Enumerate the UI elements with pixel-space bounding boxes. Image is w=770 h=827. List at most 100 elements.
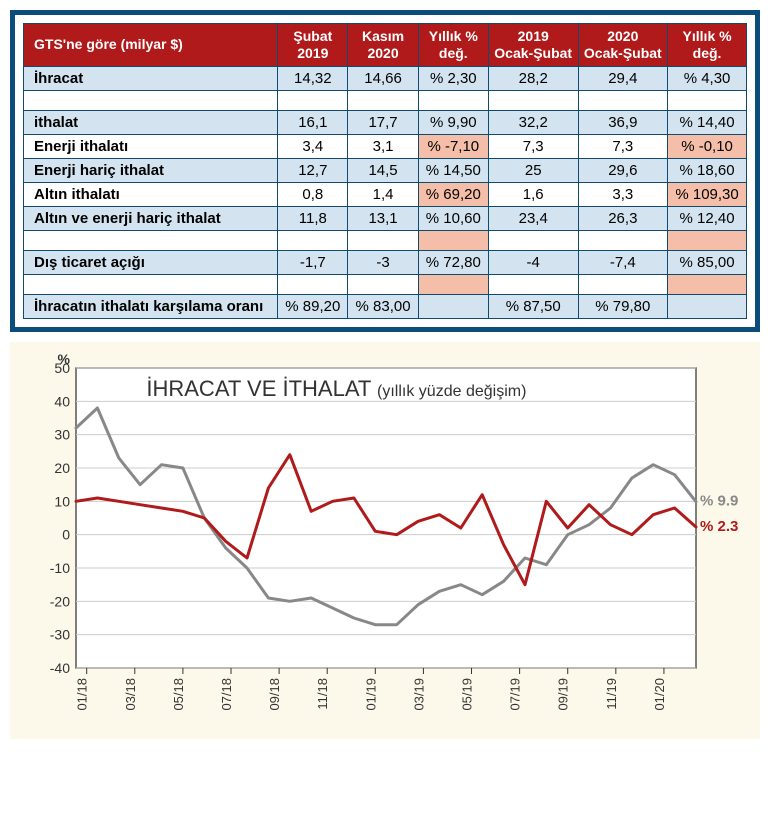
table-cell: -3 — [348, 250, 418, 274]
table-row: Altın ve enerji hariç ithalat11,813,1% 1… — [24, 206, 747, 230]
table-cell — [488, 230, 578, 250]
table-row: Dış ticaret açığı-1,7-3% 72,80-4-7,4% 85… — [24, 250, 747, 274]
table-cell: % 2,30 — [418, 66, 488, 90]
table-cell: % 69,20 — [418, 182, 488, 206]
table-cell — [278, 274, 348, 294]
table-cell: 0,8 — [278, 182, 348, 206]
table-cell: 13,1 — [348, 206, 418, 230]
column-header-1: Şubat2019 — [278, 24, 348, 67]
table-cell: 7,3 — [578, 134, 668, 158]
table-cell — [278, 90, 348, 110]
table-row — [24, 274, 747, 294]
table-cell — [418, 230, 488, 250]
table-cell — [668, 294, 747, 318]
trade-table-container: GTS'ne göre (milyar $)Şubat2019Kasım2020… — [10, 10, 760, 332]
svg-text:01/19: 01/19 — [363, 678, 378, 711]
table-cell: 12,7 — [278, 158, 348, 182]
table-row: ithalat16,117,7% 9,9032,236,9% 14,40 — [24, 110, 747, 134]
table-cell: 1,4 — [348, 182, 418, 206]
svg-text:09/18: 09/18 — [267, 678, 282, 711]
column-header-0: GTS'ne göre (milyar $) — [24, 24, 278, 67]
table-cell: % 18,60 — [668, 158, 747, 182]
table-cell: 3,3 — [578, 182, 668, 206]
table-cell: % 14,50 — [418, 158, 488, 182]
table-cell: 14,66 — [348, 66, 418, 90]
table-cell — [668, 274, 747, 294]
table-cell: 32,2 — [488, 110, 578, 134]
table-cell: -1,7 — [278, 250, 348, 274]
column-header-3: Yıllık %değ. — [418, 24, 488, 67]
table-cell: % 79,80 — [578, 294, 668, 318]
table-cell: % 72,80 — [418, 250, 488, 274]
svg-text:11/18: 11/18 — [315, 678, 330, 710]
svg-text:05/19: 05/19 — [460, 678, 475, 711]
table-row: Enerji ithalatı3,43,1% -7,107,37,3% -0,1… — [24, 134, 747, 158]
table-cell: Altın ve enerji hariç ithalat — [24, 206, 278, 230]
table-cell: % 4,30 — [668, 66, 747, 90]
trade-table: GTS'ne göre (milyar $)Şubat2019Kasım2020… — [23, 23, 747, 319]
chart-container: -40-30-20-1001020304050%01/1803/1805/180… — [10, 342, 760, 739]
table-cell: -4 — [488, 250, 578, 274]
svg-text:20: 20 — [54, 460, 70, 476]
table-cell — [418, 294, 488, 318]
table-cell: İhracat — [24, 66, 278, 90]
table-cell: 29,6 — [578, 158, 668, 182]
table-cell: % 10,60 — [418, 206, 488, 230]
table-cell — [668, 230, 747, 250]
table-body: İhracat14,3214,66% 2,3028,229,4% 4,30 ith… — [24, 66, 747, 318]
table-row — [24, 90, 747, 110]
table-cell: % 85,00 — [668, 250, 747, 274]
svg-text:03/18: 03/18 — [123, 678, 138, 711]
table-cell: -7,4 — [578, 250, 668, 274]
table-cell: 11,8 — [278, 206, 348, 230]
svg-text:10: 10 — [54, 493, 70, 509]
svg-text:% 2.3: % 2.3 — [700, 518, 738, 535]
table-cell: % 109,30 — [668, 182, 747, 206]
table-cell: % 83,00 — [348, 294, 418, 318]
table-cell: 28,2 — [488, 66, 578, 90]
table-row: İhracat14,3214,66% 2,3028,229,4% 4,30 — [24, 66, 747, 90]
table-cell — [488, 90, 578, 110]
svg-text:40: 40 — [54, 393, 70, 409]
table-cell — [578, 230, 668, 250]
table-cell — [24, 230, 278, 250]
table-cell — [348, 274, 418, 294]
svg-text:11/19: 11/19 — [604, 678, 619, 710]
table-cell: 14,5 — [348, 158, 418, 182]
table-cell: 7,3 — [488, 134, 578, 158]
table-cell — [418, 274, 488, 294]
table-cell: Enerji hariç ithalat — [24, 158, 278, 182]
table-cell: 3,1 — [348, 134, 418, 158]
table-cell: 36,9 — [578, 110, 668, 134]
table-cell — [348, 230, 418, 250]
table-cell — [668, 90, 747, 110]
column-header-2: Kasım2020 — [348, 24, 418, 67]
svg-text:07/19: 07/19 — [508, 678, 523, 711]
svg-text:-10: -10 — [50, 560, 70, 576]
svg-text:0: 0 — [62, 526, 70, 542]
table-cell: 3,4 — [278, 134, 348, 158]
table-cell: 17,7 — [348, 110, 418, 134]
table-cell — [418, 90, 488, 110]
column-header-5: 2020Ocak-Şubat — [578, 24, 668, 67]
table-cell: Dış ticaret açığı — [24, 250, 278, 274]
svg-text:-30: -30 — [50, 626, 70, 642]
table-cell: ithalat — [24, 110, 278, 134]
table-cell — [578, 274, 668, 294]
table-row: Enerji hariç ithalat12,714,5% 14,502529,… — [24, 158, 747, 182]
svg-text:% 9.9: % 9.9 — [700, 492, 738, 509]
table-cell: 23,4 — [488, 206, 578, 230]
column-header-4: 2019Ocak-Şubat — [488, 24, 578, 67]
svg-text:01/18: 01/18 — [75, 678, 90, 711]
table-cell: Altın ithalatı — [24, 182, 278, 206]
table-cell — [348, 90, 418, 110]
svg-text:-20: -20 — [50, 593, 70, 609]
table-cell: % 9,90 — [418, 110, 488, 134]
table-cell: 25 — [488, 158, 578, 182]
table-row: Altın ithalatı0,81,4% 69,201,63,3% 109,3… — [24, 182, 747, 206]
table-cell: 29,4 — [578, 66, 668, 90]
svg-text:03/19: 03/19 — [411, 678, 426, 711]
exports-imports-chart: -40-30-20-1001020304050%01/1803/1805/180… — [16, 348, 756, 728]
table-cell: 1,6 — [488, 182, 578, 206]
svg-text:05/18: 05/18 — [171, 678, 186, 711]
